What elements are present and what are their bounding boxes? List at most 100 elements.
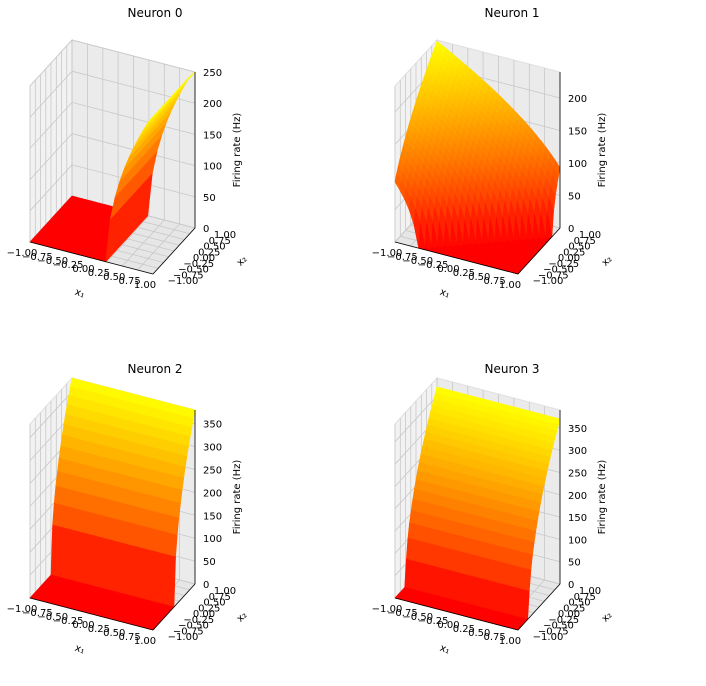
z-axis-label: Firing rate (Hz) [597, 460, 608, 535]
z-axis-label: Firing rate (Hz) [597, 113, 608, 188]
x-axis-line [394, 241, 519, 275]
x-tick-label: −1.00 [372, 604, 403, 615]
z-tick-label: 100 [203, 162, 222, 173]
z-tick-label: 200 [568, 94, 587, 105]
y-axis-line [517, 583, 561, 631]
x-tick-label: 1.00 [134, 636, 156, 647]
x-tick-label: 0.00 [72, 264, 94, 275]
x-tick-label: 0.75 [483, 632, 505, 643]
y-axis-label: x₂ [235, 610, 250, 625]
subplot-neuron-0: −1.00−0.75−0.50−0.250.000.250.500.751.00… [7, 6, 250, 301]
x-tick-label: 0.75 [483, 276, 505, 287]
y-tick-label: 0.00 [558, 609, 580, 620]
y-tick-label: 0.50 [568, 598, 590, 609]
x-tick-label: −0.25 [53, 616, 84, 627]
y-tick-label: −0.25 [548, 615, 579, 626]
z-tick-label: 150 [203, 130, 222, 141]
y-tick-label: −0.25 [548, 259, 579, 270]
z-tick-label: 300 [203, 443, 222, 454]
gridline-z [29, 164, 196, 212]
z-tick-label: 200 [568, 491, 587, 502]
y-tick-label: 0.00 [193, 609, 215, 620]
x-tick-label: 0.00 [437, 264, 459, 275]
z-tick-label: 0 [568, 224, 574, 235]
y-tick-label: 0.75 [209, 592, 231, 603]
z-tick-label: 0 [203, 224, 209, 235]
x-tick-label: −1.00 [7, 248, 38, 259]
x-tick-label: −0.50 [37, 256, 68, 267]
y-tick-label: 0.50 [203, 598, 225, 609]
y-tick-label: −0.50 [543, 265, 574, 276]
y-tick-label: 0.25 [563, 603, 585, 614]
x-tick-label: 0.75 [118, 632, 140, 643]
z-tick-label: 200 [203, 99, 222, 110]
y-tick-label: −0.25 [183, 615, 214, 626]
subplot-title: Neuron 1 [484, 6, 539, 20]
x-tick-label: 0.25 [453, 268, 475, 279]
x-axis-label: x₁ [438, 643, 451, 657]
x-tick-label: 0.25 [88, 268, 110, 279]
y-tick-label: −0.50 [178, 265, 209, 276]
y-tick-label: 0.00 [558, 253, 580, 264]
z-tick-label: 0 [568, 580, 574, 591]
y-axis-line [517, 227, 561, 275]
subplot-neuron-3: −1.00−0.75−0.50−0.250.000.250.500.751.00… [372, 362, 615, 657]
y-tick-label: −1.00 [168, 632, 199, 643]
y-tick-label: 0.75 [574, 236, 596, 247]
y-tick-label: −1.00 [168, 276, 199, 287]
y-tick-label: 0.50 [203, 242, 225, 253]
x-tick-label: −0.25 [418, 616, 449, 627]
y-tick-label: −0.75 [538, 626, 569, 637]
z-tick-label: 100 [203, 534, 222, 545]
x-tick-label: 1.00 [499, 280, 521, 291]
x-tick-label: 1.00 [134, 280, 156, 291]
y-tick-label: −0.50 [543, 621, 574, 632]
x-tick-label: −0.50 [37, 612, 68, 623]
y-tick-label: 0.00 [193, 253, 215, 264]
y-axis-label: x₂ [235, 254, 250, 269]
x-tick-label: −1.00 [372, 248, 403, 259]
y-tick-label: −1.00 [533, 632, 564, 643]
z-tick-label: 150 [568, 513, 587, 524]
subplot-title: Neuron 3 [484, 362, 539, 376]
z-tick-label: 250 [203, 68, 222, 79]
z-tick-label: 0 [203, 580, 209, 591]
x-tick-label: −0.25 [418, 260, 449, 271]
y-tick-label: 1.00 [579, 230, 601, 241]
x-tick-label: 0.50 [103, 272, 125, 283]
y-axis-label: x₂ [600, 610, 615, 625]
z-tick-label: 100 [568, 535, 587, 546]
y-tick-label: 0.75 [574, 592, 596, 603]
surface [29, 377, 196, 631]
z-tick-label: 50 [568, 192, 581, 203]
x-tick-label: 0.25 [453, 624, 475, 635]
gridline-z [29, 39, 196, 87]
z-tick-label: 150 [568, 127, 587, 138]
z-tick-label: 350 [203, 420, 222, 431]
x-tick-label: 1.00 [499, 636, 521, 647]
surface-facet [148, 115, 155, 123]
z-tick-label: 250 [203, 466, 222, 477]
x-tick-label: 0.25 [88, 624, 110, 635]
z-tick-label: 350 [568, 424, 587, 435]
y-tick-label: 0.50 [568, 242, 590, 253]
subplot-neuron-2: −1.00−0.75−0.50−0.250.000.250.500.751.00… [7, 362, 250, 657]
x-tick-label: −0.75 [387, 252, 418, 263]
x-tick-label: 0.00 [437, 620, 459, 631]
subplot-title: Neuron 0 [127, 6, 182, 20]
subplot-title: Neuron 2 [127, 362, 182, 376]
z-tick-label: 50 [203, 557, 216, 568]
z-tick-label: 150 [203, 511, 222, 522]
surface [394, 386, 561, 631]
x-tick-label: 0.00 [72, 620, 94, 631]
y-tick-label: −1.00 [533, 276, 564, 287]
gridline-z [29, 70, 196, 118]
x-axis-label: x₁ [73, 287, 86, 301]
z-tick-label: 50 [568, 558, 581, 569]
subplot-neuron-1: −1.00−0.75−0.50−0.250.000.250.500.751.00… [372, 6, 615, 301]
x-tick-label: −0.50 [402, 612, 433, 623]
y-tick-label: −0.50 [178, 621, 209, 632]
z-tick-label: 50 [203, 193, 216, 204]
y-tick-label: −0.75 [173, 270, 204, 281]
